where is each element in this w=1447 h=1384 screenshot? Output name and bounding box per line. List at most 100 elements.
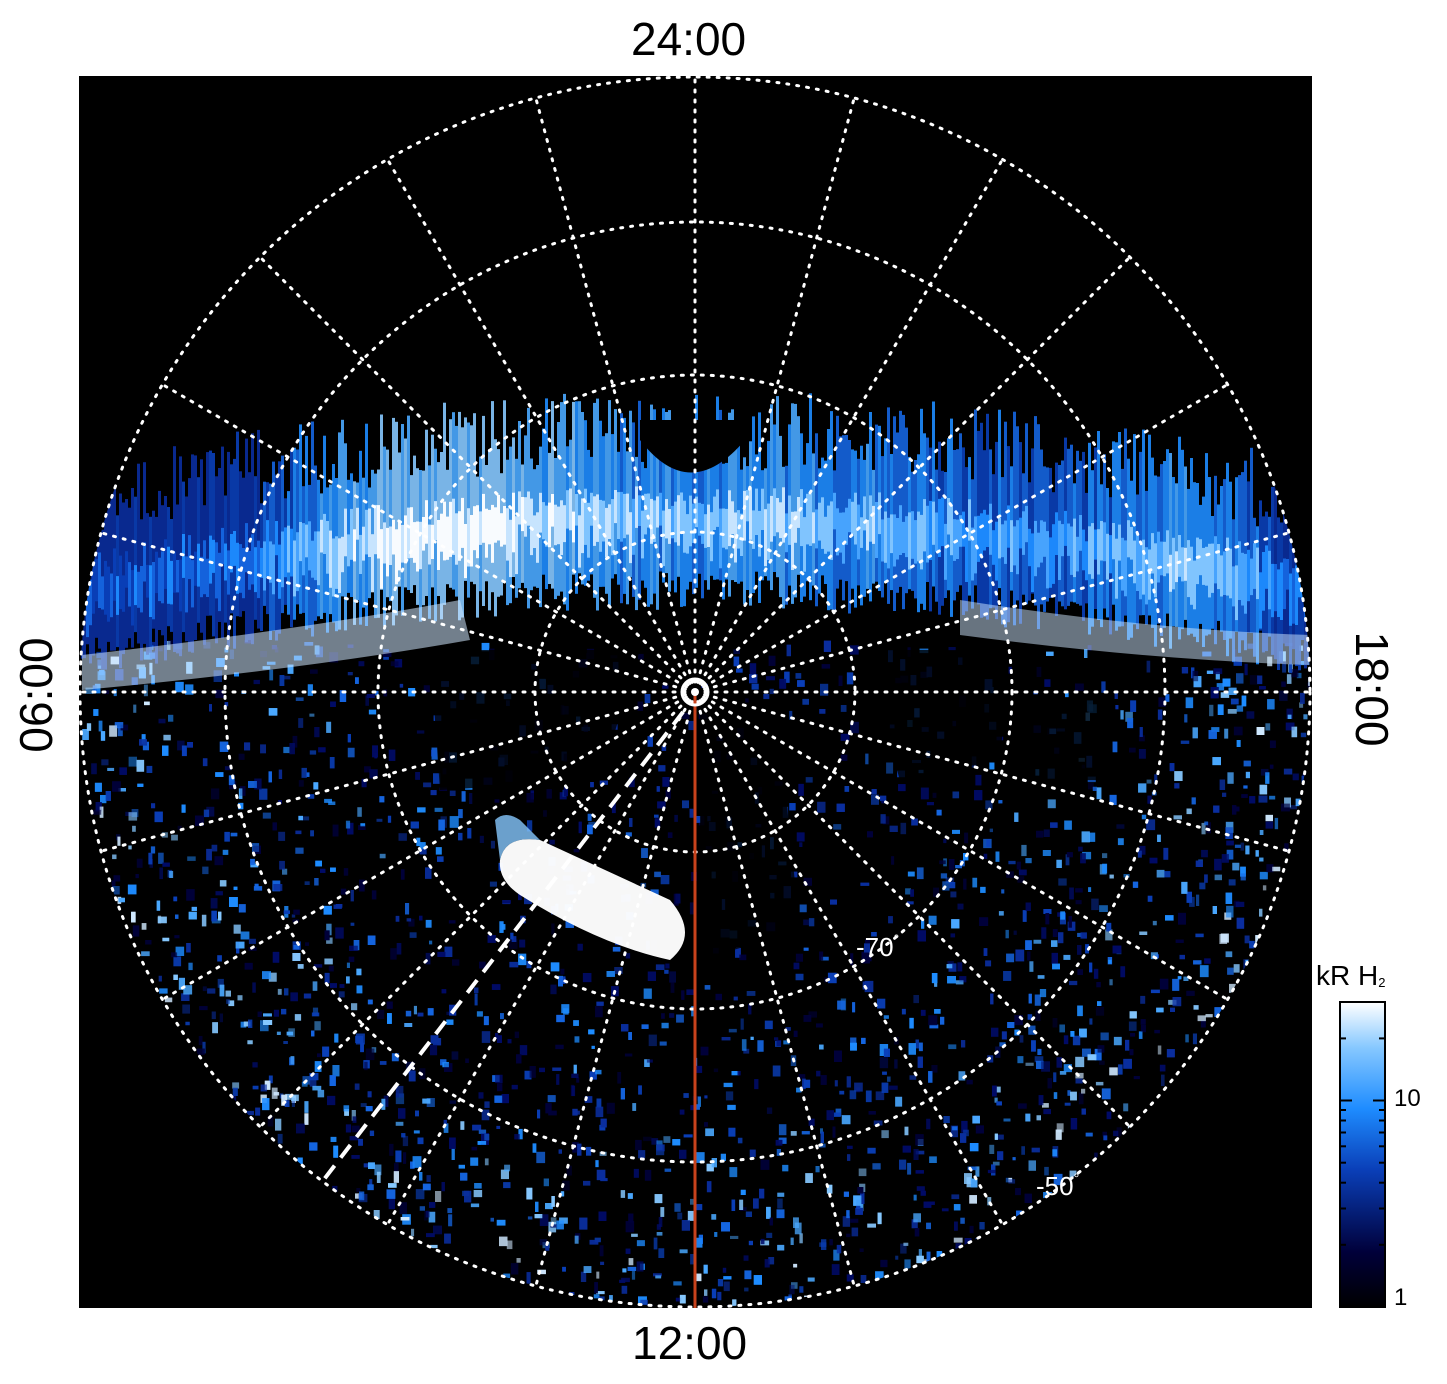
noise-speckle (865, 1090, 872, 1103)
band-streak-bright (461, 497, 464, 548)
noise-speckle (1180, 740, 1190, 744)
noise-speckle (795, 953, 803, 962)
band-streak-bright (428, 524, 431, 565)
noise-speckle (479, 835, 484, 843)
band-streak (338, 432, 341, 630)
noise-speckle (849, 1090, 857, 1100)
noise-speckle (793, 962, 800, 970)
band-streak-bright (386, 527, 389, 577)
band-streak (1139, 451, 1142, 616)
noise-speckle (998, 800, 1003, 804)
noise-speckle (700, 1046, 709, 1056)
band-streak (1190, 458, 1193, 634)
noise-speckle (356, 985, 363, 994)
noise-speckle (1075, 1056, 1085, 1068)
noise-speckle (426, 1098, 435, 1107)
band-streak-bright (848, 498, 851, 533)
noise-speckle (329, 1075, 336, 1086)
noise-speckle (760, 1238, 765, 1245)
noise-speckle (293, 909, 300, 915)
noise-speckle (894, 1059, 898, 1069)
noise-speckle (695, 1104, 700, 1110)
noise-speckle (286, 1031, 294, 1036)
noise-speckle (314, 1021, 321, 1031)
noise-speckle (1157, 1045, 1162, 1055)
noise-speckle (1080, 932, 1087, 939)
noise-speckle (694, 1237, 703, 1248)
noise-speckle (419, 848, 427, 855)
band-streak-bright (635, 486, 638, 528)
noise-speckle (348, 956, 355, 962)
noise-speckle (766, 1206, 771, 1219)
band-streak-bright (761, 488, 764, 530)
noise-speckle (173, 956, 182, 967)
noise-speckle (1208, 730, 1217, 739)
noise-speckle (347, 822, 354, 835)
noise-speckle (195, 815, 204, 826)
noise-speckle (511, 1084, 518, 1090)
noise-speckle (918, 1042, 923, 1052)
noise-speckle (114, 722, 124, 729)
noise-speckle (173, 896, 178, 902)
noise-speckle (807, 1277, 815, 1282)
band-streak-bright (374, 504, 377, 555)
noise-speckle (496, 1219, 506, 1226)
band-streak-bright (485, 508, 488, 558)
noise-speckle (654, 871, 661, 878)
noise-speckle (819, 1044, 824, 1050)
noise-speckle (1060, 911, 1065, 920)
noise-speckle (1150, 989, 1160, 994)
noise-speckle (369, 1130, 375, 1136)
noise-speckle (187, 742, 193, 748)
noise-speckle (823, 640, 831, 652)
noise-speckle (118, 897, 125, 903)
band-streak-bright (251, 534, 254, 585)
noise-speckle (339, 984, 345, 988)
noise-speckle (351, 1110, 356, 1121)
noise-speckle (880, 795, 887, 802)
noise-speckle (211, 910, 217, 922)
noise-speckle (1070, 1031, 1075, 1037)
noise-speckle (799, 1286, 804, 1293)
band-streak-bright (1064, 510, 1067, 546)
noise-speckle (1192, 670, 1199, 682)
band-streak-bright (1046, 531, 1049, 589)
noise-speckle (1012, 1157, 1016, 1161)
band-streak-bright (113, 548, 116, 601)
noise-speckle (112, 781, 121, 792)
noise-speckle (163, 734, 171, 741)
band-streak-bright (521, 497, 524, 532)
noise-speckle (202, 986, 207, 992)
noise-speckle (705, 1128, 714, 1137)
noise-speckle (1284, 797, 1291, 808)
noise-speckle (387, 815, 392, 823)
noise-speckle (1113, 1130, 1119, 1137)
band-streak-bright (527, 491, 530, 526)
noise-speckle (85, 687, 94, 694)
noise-speckle (1127, 718, 1134, 729)
noise-speckle (1138, 749, 1146, 759)
noise-speckle (831, 1264, 840, 1275)
noise-speckle (535, 1201, 539, 1212)
noise-speckle (686, 989, 695, 995)
noise-speckle (1262, 885, 1267, 891)
noise-speckle (437, 951, 446, 957)
noise-speckle (1120, 966, 1126, 978)
noise-speckle (281, 1008, 287, 1015)
band-streak-bright (731, 501, 734, 535)
noise-speckle (566, 1165, 572, 1176)
band-streak (491, 401, 494, 593)
noise-speckle (1088, 782, 1094, 790)
noise-speckle (1056, 1123, 1064, 1133)
noise-speckle (992, 1085, 997, 1097)
noise-speckle (283, 1041, 288, 1044)
noise-speckle (606, 1102, 615, 1114)
noise-speckle (449, 816, 459, 828)
noise-speckle (778, 1124, 787, 1136)
noise-speckle (880, 1259, 888, 1268)
noise-speckle (82, 729, 89, 740)
noise-speckle (1027, 951, 1031, 961)
noise-speckle (344, 1109, 349, 1116)
noise-speckle (379, 1061, 387, 1065)
noise-speckle (1147, 795, 1152, 804)
